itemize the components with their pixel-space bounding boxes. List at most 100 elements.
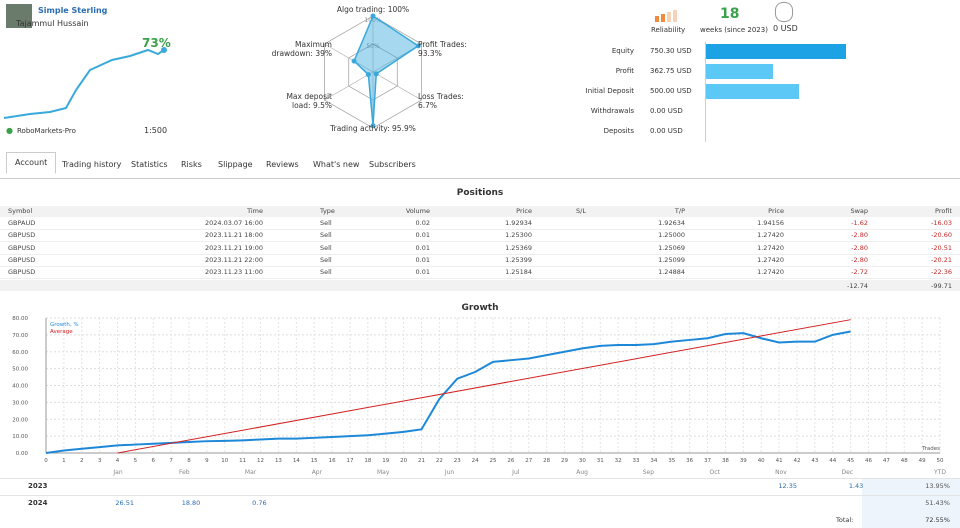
year-value: 26.51 [115,499,134,507]
table-cell: Sell [320,268,332,277]
year-value: 12.35 [778,482,797,490]
year-value: 13.95% [925,482,950,490]
table-cell: Volume [405,207,430,215]
balance-label: Profit [615,67,634,75]
x-tick-label: 26 [507,458,514,464]
table-cell: 1.25300 [505,231,532,240]
month-label: Feb [178,469,190,476]
sparkline [3,47,167,119]
month-label: YTD [934,469,946,476]
table-cell: 0.01 [415,243,430,252]
table-cell: 0.01 [415,268,430,277]
growth-chart: 0.00 10.00 20.00 30.00 40.00 50.00 60.00 70.00 8… [12,316,944,464]
tab[interactable]: Statistics [131,160,168,169]
tab[interactable]: What's new [313,160,360,169]
table-cell: -16.03 [931,219,952,227]
table-cell: Type [320,207,335,215]
x-tick-label: 18 [364,458,371,464]
table-cell: 1.27420 [757,268,784,277]
x-tick-label: 9 [205,458,209,464]
radar-label: Trading activity: 95.9% [330,124,416,133]
month-label: Jun [444,469,455,476]
table-cell: Profit [935,207,952,215]
growth-title: Growth [461,303,499,313]
table-cell: -20.60 [931,231,952,240]
x-axis-label: Trades [921,446,940,452]
x-tick-label: 40 [758,458,765,464]
balance-value: 750.30 USD [650,47,692,55]
radar-point [351,58,357,64]
x-tick-label: 29 [561,458,568,464]
table-cell: 0.01 [415,255,430,264]
x-tick-label: 21 [418,458,425,464]
author[interactable]: Tajammul Hussain [16,19,89,28]
table-cell: GBPUSD [8,268,36,277]
subscribers-icon [775,2,793,22]
tab[interactable]: Risks [181,160,202,169]
month-label: Aug [576,469,588,476]
row-line [0,495,960,496]
balance-label: Deposits [603,127,634,135]
x-tick-label: 50 [937,458,944,464]
balance-bar [705,44,846,59]
x-tick-label: 25 [490,458,497,464]
legend-entry: Growth, % [50,322,79,328]
table-cell: 1.27420 [757,255,784,264]
table-cell: 1.25000 [658,231,685,240]
radar-spoke [324,43,374,73]
table-cell: GBPAUD [8,219,36,227]
radar-spoke [372,71,422,101]
avatar [6,4,32,28]
shield: ● [6,126,13,135]
y-tick-label: 40.00 [12,384,28,390]
x-tick-label: 14 [293,458,300,464]
radar-chart: 100% 50% [324,13,422,129]
month-label: Mar [244,469,257,476]
x-tick-label: 11 [239,458,246,464]
x-tick-label: 15 [311,458,318,464]
growth-value: 73% [142,36,171,50]
table-cell: Price [768,207,784,215]
reliability-label: Reliability [651,26,686,34]
table-cell: -20.21 [931,255,952,264]
x-tick-label: 38 [722,458,729,464]
tab[interactable]: Reviews [266,160,299,169]
month-label: Nov [775,469,787,476]
table-cell: Swap [850,207,868,215]
balance-value: 500.00 USD [650,87,692,95]
x-tick-label: 34 [650,458,657,464]
total-value: 72.55% [925,516,950,524]
table-cell: T/P [674,207,685,215]
x-tick-label: 30 [579,458,586,464]
balance-label: Initial Deposit [585,87,634,95]
table-cell: 2023.11.21 19:00 [204,243,263,252]
radar-label: Profit Trades: 93.3% [418,40,467,58]
radar-ring-label: 100% [364,17,381,24]
year-value: 0.76 [252,499,267,507]
radar-label: Algo trading: 100% [336,5,410,14]
table-cell: 2023.11.21 22:00 [204,255,263,264]
table-cell: GBPUSD [8,255,36,264]
x-tick-label: 41 [776,458,783,464]
signal-name[interactable]: Simple Sterling [38,6,108,15]
tab[interactable]: Slippage [218,160,253,169]
x-tick-label: 5 [134,458,138,464]
month-label: Apr [311,469,323,476]
tab[interactable]: Trading history [62,160,122,169]
x-tick-label: 47 [883,458,890,464]
x-tick-label: 33 [633,458,640,464]
x-tick-label: 22 [436,458,443,464]
tab[interactable]: Subscribers [369,160,416,169]
radar-point [370,13,376,19]
x-tick-label: 6 [152,458,156,464]
x-tick-label: 49 [919,458,926,464]
table-cell: -22.36 [931,268,952,277]
broker[interactable]: RoboMarkets-Pro [17,127,76,135]
row-line [0,241,960,243]
leverage: 1:500 [144,126,168,135]
radar-label: Maximum drawdown: 39% [271,40,332,58]
tab[interactable]: Account [6,152,57,174]
sparkline-line [3,48,165,119]
balance-value: 362.75 USD [650,67,692,75]
table-header-bg [0,206,960,217]
